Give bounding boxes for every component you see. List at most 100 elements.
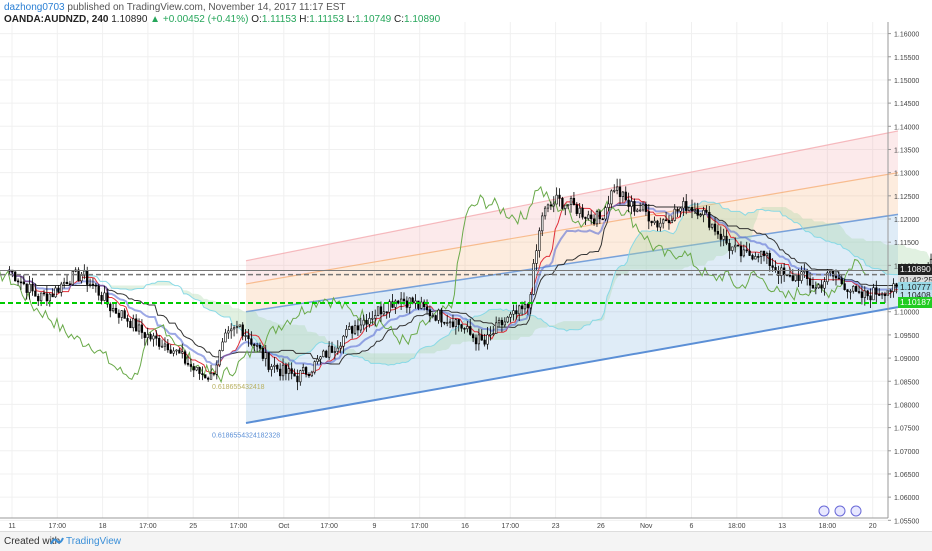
candle-body [811,284,815,289]
candle-body [460,324,463,329]
candle-body [330,345,334,353]
candle-body [587,214,590,219]
symbol-label[interactable]: OANDA:AUDNZD, 240 [4,14,109,25]
candle-body [699,214,702,217]
candle-body [650,220,653,224]
candle-body [129,320,132,329]
open-value: 1.11153 [261,14,297,25]
candle-body [65,281,69,285]
candle-body [875,287,878,295]
candle-body [114,307,118,314]
candle-body [192,366,195,371]
candle-body [232,327,236,330]
candle-body [469,326,472,335]
candle-body [673,208,676,221]
candle-body [716,231,720,235]
candle-body [123,310,126,319]
candle-body [685,201,688,211]
candle-body [106,292,109,305]
candle-body [615,186,619,191]
candle-body [31,283,34,292]
candle-body [448,321,452,324]
high-value: 1.11153 [309,14,344,25]
event-icon[interactable] [850,505,862,517]
candle-body [261,347,265,359]
candle-body [731,246,734,251]
candle-body [687,207,691,211]
candle-body [446,322,449,324]
candle-body [719,233,722,240]
candle-body [431,315,434,317]
candle-body [253,344,256,346]
candle-body [22,281,25,285]
candle-body [794,275,797,281]
candle-body [569,197,573,205]
candle-body [647,211,650,222]
candle-body [215,364,218,375]
candle-body [316,358,319,362]
event-icon[interactable] [818,505,830,517]
candle-body [371,317,374,320]
candle-body [284,364,288,374]
candle-body [382,311,385,315]
candle-body [471,334,475,339]
candle-body [397,300,400,304]
event-icon[interactable] [834,505,846,517]
candle-body [849,290,852,293]
y-tick-label: 1.13500 [894,147,919,154]
candle-body [869,295,872,301]
candle-body [19,281,23,284]
candle-body [391,301,394,308]
y-tick-label: 1.07000 [894,449,919,456]
candle-body [299,370,302,383]
candle-body [155,335,158,339]
candle-body [754,256,757,260]
x-tick-label: 17:00 [320,523,338,530]
tradingview-brand-link[interactable]: TradingView [66,536,122,547]
candle-body [454,319,457,327]
x-tick-label: 9 [372,523,376,530]
y-tick-label: 1.07500 [894,426,919,433]
candle-body [425,306,429,311]
level-a-tag: 1.10777 [898,282,932,293]
event-icons[interactable] [818,505,862,517]
y-tick-label: 1.16000 [894,32,919,39]
candle-body [546,204,550,209]
y-tick-label: 1.14500 [894,101,919,108]
candle-body [51,293,54,298]
candle-body [457,319,460,325]
y-tick-label: 1.08500 [894,379,919,386]
candle-body [592,218,596,225]
candle-body [428,309,432,317]
candle-body [555,194,558,205]
candle-body [742,249,745,257]
candle-body [57,287,60,293]
candle-body [757,256,760,258]
candle-body [451,321,455,327]
candle-body [109,303,112,312]
candle-body [667,220,671,224]
candle-body [68,283,72,286]
candle-body [143,332,146,338]
candle-body [734,244,737,248]
candle-body [855,286,858,292]
candle-body [506,316,509,323]
candle-body [42,292,46,295]
candle-body [420,301,423,309]
candle-body [791,275,794,281]
candle-body [690,207,694,212]
candle-body [780,267,783,276]
candle-body [509,313,512,318]
x-tick-label: 17:00 [502,523,520,530]
candle-body [679,207,682,212]
candle-body [641,203,645,211]
candles [8,178,932,391]
candle-body [34,290,37,297]
candle-body [48,293,51,302]
candle-body [45,293,49,302]
candle-body [287,368,290,374]
author-link[interactable]: dazhong0703 [4,2,65,13]
x-tick-label: 16 [461,523,469,530]
candle-body [212,372,216,375]
